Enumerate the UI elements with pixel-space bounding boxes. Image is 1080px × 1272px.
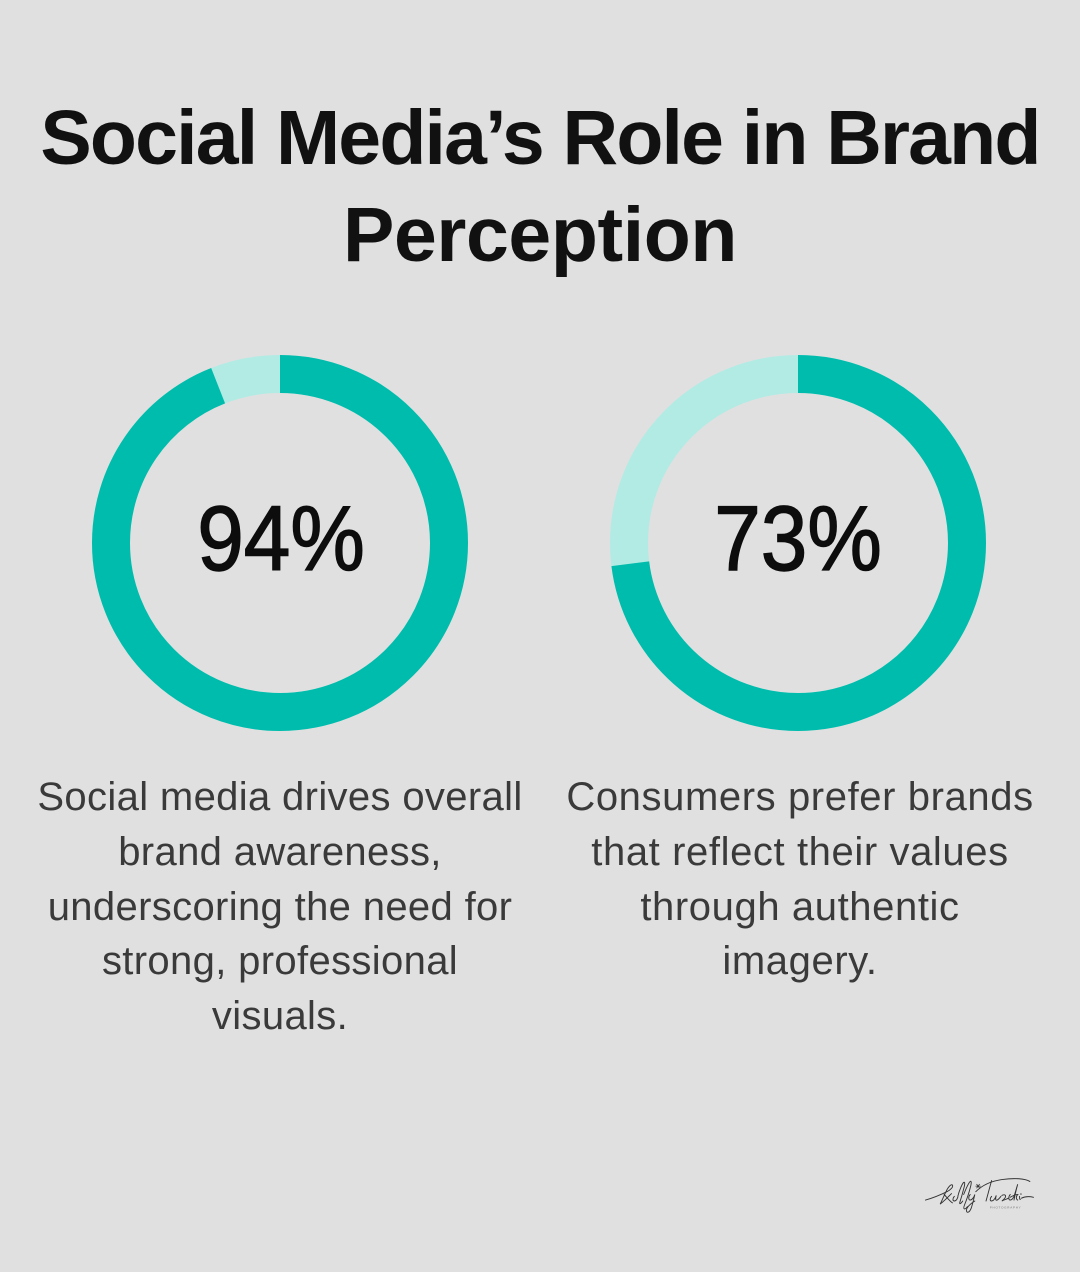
svg-text:PHOTOGRAPHY: PHOTOGRAPHY <box>990 1205 1022 1209</box>
